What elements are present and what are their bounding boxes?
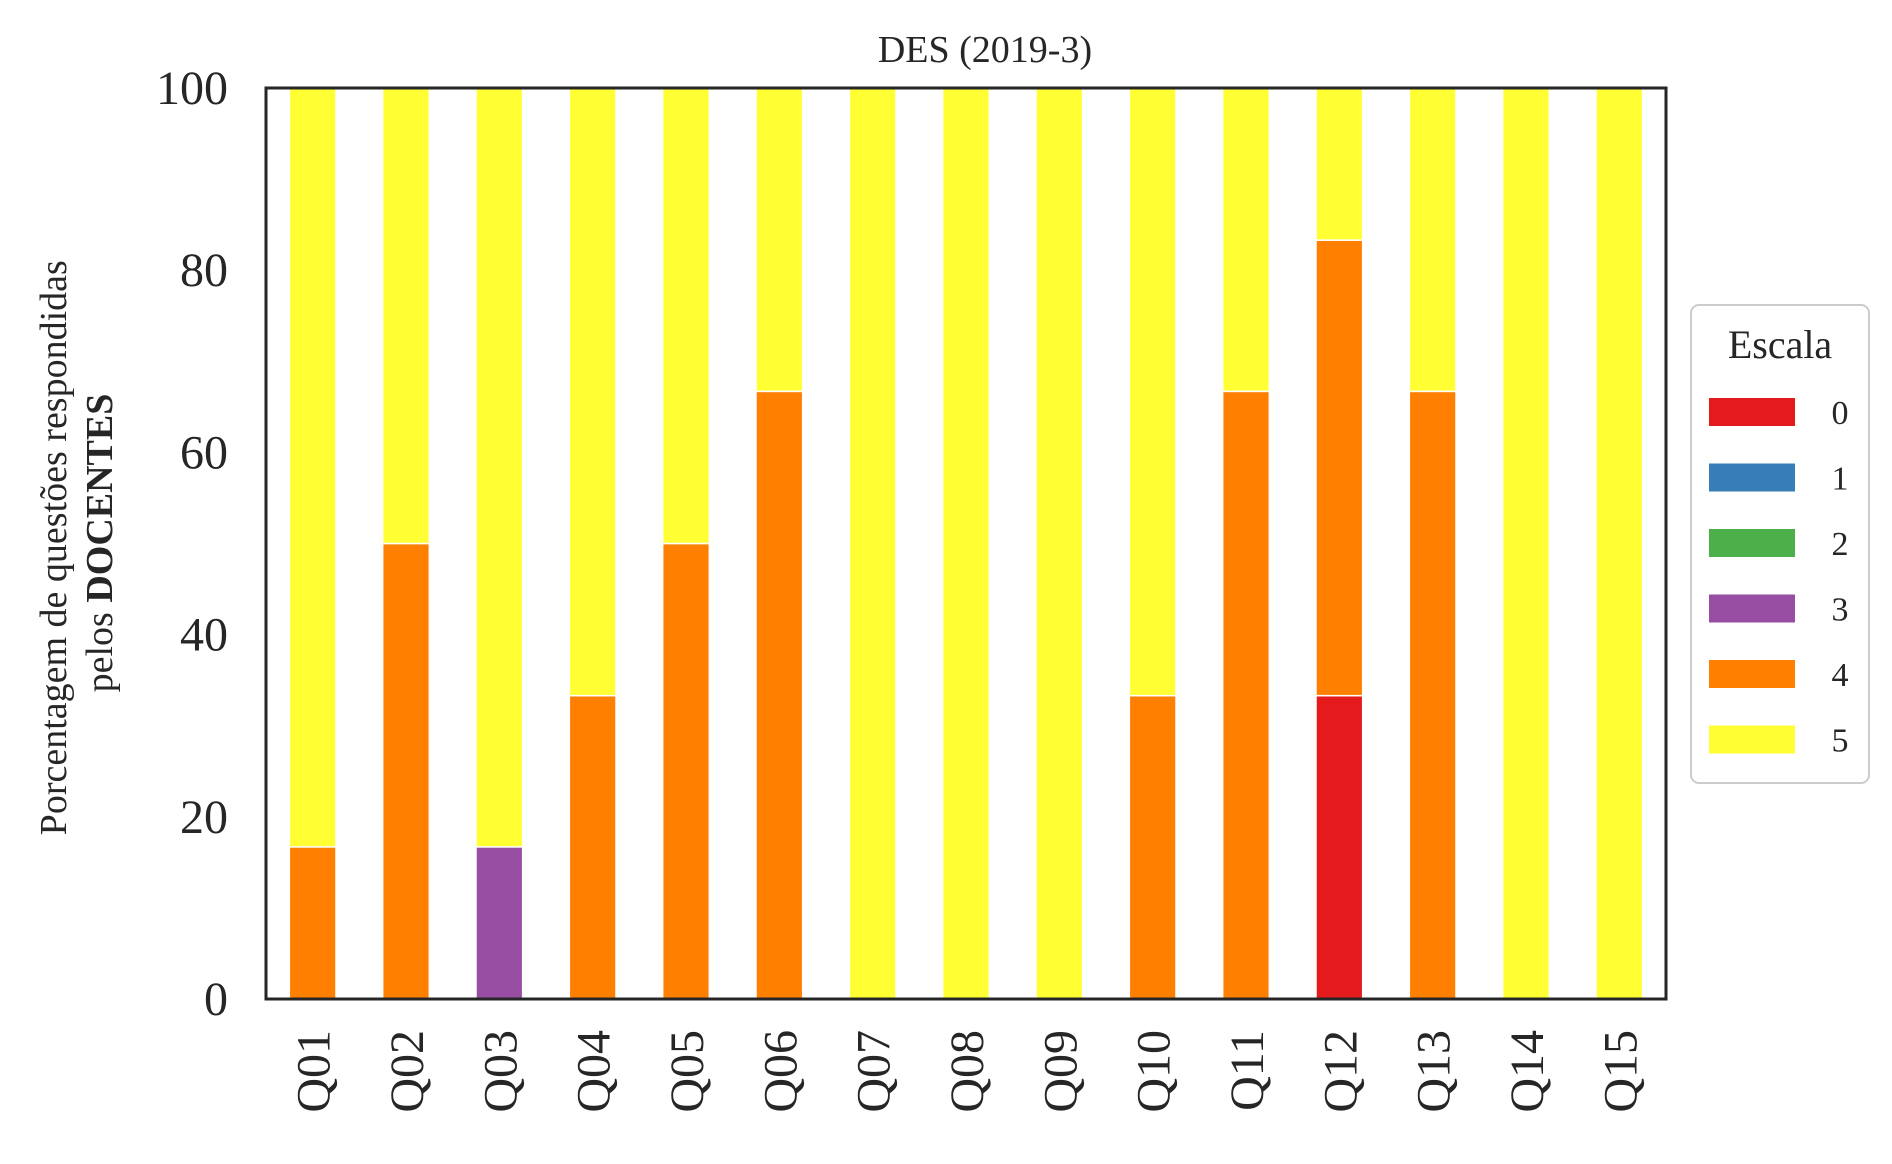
legend-title: Escala: [1728, 322, 1833, 367]
x-tick-label: Q03: [474, 1030, 527, 1113]
bar-segment-q04-scale-5: [568, 87, 617, 697]
x-tick-label: Q07: [848, 1030, 901, 1113]
x-tick-label: Q12: [1314, 1030, 1367, 1113]
legend-label-0: 0: [1832, 395, 1849, 432]
bar-segment-q12-scale-4: [1315, 239, 1364, 697]
x-tick-label: Q05: [661, 1030, 714, 1113]
legend-swatch-3: [1709, 594, 1795, 623]
x-tick-label: Q02: [381, 1030, 434, 1113]
bar-segment-q03-scale-5: [475, 87, 524, 848]
legend-swatch-0: [1709, 398, 1795, 426]
x-tick-label: Q13: [1408, 1030, 1461, 1113]
y-tick-label: 60: [180, 426, 228, 479]
y-tick-label: 20: [180, 791, 228, 844]
bar-segment-q07-scale-5: [848, 87, 897, 1000]
y-axis-label: Porcentagem de questões respondidas pelo…: [33, 251, 121, 836]
bar-segment-q06-scale-5: [755, 87, 804, 393]
y-axis-label-prefix: pelos: [79, 603, 121, 693]
x-axis-ticks: Q01 Q02 Q03 Q04 Q05 Q06 Q07 Q08 Q09 Q10 Q11 Q12 Q13 Q…: [288, 1030, 1648, 1113]
x-tick-label: Q11: [1221, 1030, 1274, 1111]
bar-segment-q03-scale-3: [475, 846, 524, 1000]
bar-segment-q11-scale-4: [1221, 390, 1271, 1000]
legend-swatch-4: [1709, 660, 1795, 688]
bar-segment-q09-scale-5: [1035, 87, 1084, 1000]
bars-layer: [288, 87, 1644, 1000]
x-tick-label: Q01: [288, 1030, 341, 1113]
legend-label-4: 4: [1832, 657, 1849, 694]
bar-segment-q01-scale-4: [288, 846, 337, 1000]
y-axis-ticks: 0 20 40 60 80 100: [156, 62, 228, 1026]
x-tick-label: Q08: [941, 1030, 994, 1113]
bar-segment-q11-scale-5: [1221, 87, 1271, 393]
bar-segment-q13-scale-5: [1408, 87, 1457, 393]
bar-segment-q10-scale-4: [1128, 694, 1177, 1000]
legend-label-5: 5: [1832, 723, 1849, 760]
x-tick-label: Q15: [1594, 1030, 1647, 1113]
legend-swatch-2: [1709, 529, 1795, 557]
y-tick-label: 80: [180, 244, 228, 297]
legend-swatch-5: [1709, 725, 1795, 754]
legend-swatch-1: [1709, 463, 1795, 492]
bar-segment-q04-scale-4: [568, 694, 617, 1000]
x-tick-label: Q04: [568, 1030, 621, 1113]
bar-segment-q06-scale-4: [755, 390, 804, 1000]
bar-segment-q01-scale-5: [288, 87, 337, 848]
y-axis-label-line1: Porcentagem de questões respondidas: [33, 260, 75, 835]
x-tick-label: Q06: [754, 1030, 807, 1113]
legend-label-1: 1: [1832, 461, 1849, 498]
y-axis-label-bold: DOCENTES: [79, 394, 121, 603]
y-tick-label: 100: [156, 62, 228, 115]
x-tick-label: Q09: [1034, 1030, 1087, 1113]
bar-segment-q10-scale-5: [1128, 87, 1177, 697]
y-tick-label: 0: [204, 973, 228, 1026]
plot-frame: [264, 86, 1668, 1001]
legend-label-2: 2: [1832, 526, 1849, 563]
y-tick-label: 40: [180, 609, 228, 662]
chart-title: DES (2019-3): [878, 29, 1092, 71]
bar-segment-q12-scale-0: [1315, 694, 1364, 1000]
bar-segment-q13-scale-4: [1408, 390, 1457, 1000]
bar-segment-q14-scale-5: [1501, 87, 1551, 1000]
bar-segment-q05-scale-4: [661, 542, 711, 1000]
bar-segment-q12-scale-5: [1315, 87, 1364, 241]
legend-items: 0 1 2 3 4 5: [1709, 395, 1849, 760]
bar-segment-q08-scale-5: [941, 87, 991, 1000]
bar-segment-q02-scale-5: [381, 87, 431, 545]
legend-label-3: 3: [1832, 592, 1849, 629]
bar-segment-q05-scale-5: [661, 87, 711, 545]
bar-segment-q02-scale-4: [381, 542, 431, 1000]
bar-segment-q15-scale-5: [1595, 87, 1644, 1000]
x-tick-label: Q10: [1128, 1030, 1181, 1113]
legend: Escala 0 1 2 3 4 5: [1690, 304, 1870, 784]
x-tick-label: Q14: [1501, 1030, 1554, 1113]
